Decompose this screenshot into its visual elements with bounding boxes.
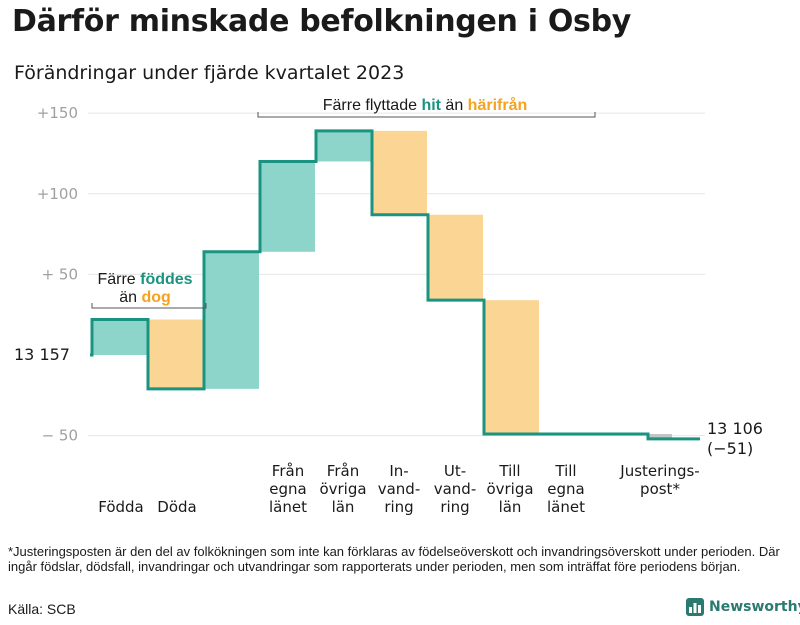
- bars-layer: [92, 130, 672, 439]
- category-label: Till egna länet: [547, 462, 585, 516]
- end-change-label: (−51): [707, 439, 753, 458]
- end-value-label: 13 106: [707, 419, 763, 438]
- bar-chart-logo-icon: [686, 598, 704, 616]
- step-line-layer: [90, 129, 700, 441]
- labels-layer: 13 157 13 106(−51) Födda Döda Från egna länet F…: [14, 345, 763, 516]
- category-label: In-vand-ring: [378, 462, 421, 516]
- chart-subtitle: Förändringar under fjärde kvartalet 2023: [14, 62, 405, 84]
- category-label: Justerings-post*: [619, 462, 699, 498]
- source-label: Källa: SCB: [8, 601, 76, 617]
- y-tick-label: +150: [37, 104, 78, 122]
- brand-name: Newsworthy: [709, 599, 800, 615]
- grid-layer: +150 +100 + 50 − 50: [37, 104, 705, 445]
- chart-title: Därför minskade befolkningen i Osby: [12, 4, 632, 39]
- bar-till-övriga-län: [428, 214, 483, 301]
- footnote: *Justeringsposten är den del av folkökni…: [8, 544, 780, 574]
- cumulative-step-line: [90, 129, 700, 441]
- category-label: Ut-vand-ring: [434, 462, 477, 516]
- migration-annotation: Färre flyttade hit än härifrån: [323, 96, 528, 114]
- bar-justeringspost-: [648, 434, 672, 439]
- bar-från-övriga-län: [260, 161, 315, 252]
- category-label: Födda: [98, 498, 144, 516]
- bar-utvandring: [372, 130, 427, 215]
- category-label: Från övriga län: [319, 462, 366, 516]
- migration-bracket: [257, 112, 596, 118]
- bar-från-egna-länet: [204, 251, 259, 389]
- brand-logo: Newsworthy: [686, 598, 800, 616]
- y-tick-label: + 50: [42, 265, 78, 283]
- category-label: Till övriga län: [486, 462, 533, 516]
- bar-födda: [92, 319, 147, 355]
- waterfall-chart: +150 +100 + 50 − 50 13 157 13 106(−51) Födda D…: [14, 96, 763, 516]
- births-annotation-line2: än dog: [119, 289, 171, 306]
- births-bracket: [91, 303, 207, 309]
- y-tick-label: − 50: [42, 427, 78, 445]
- births-annotation-line1: Färre föddes: [97, 271, 192, 288]
- category-label: Från egna länet: [269, 462, 307, 516]
- bar-döda: [148, 319, 203, 389]
- y-tick-label: +100: [37, 185, 78, 203]
- bar-invandring: [316, 130, 371, 162]
- start-value-label: 13 157: [14, 345, 70, 364]
- category-label: Döda: [157, 498, 196, 516]
- bar-till-egna-länet: [484, 300, 539, 435]
